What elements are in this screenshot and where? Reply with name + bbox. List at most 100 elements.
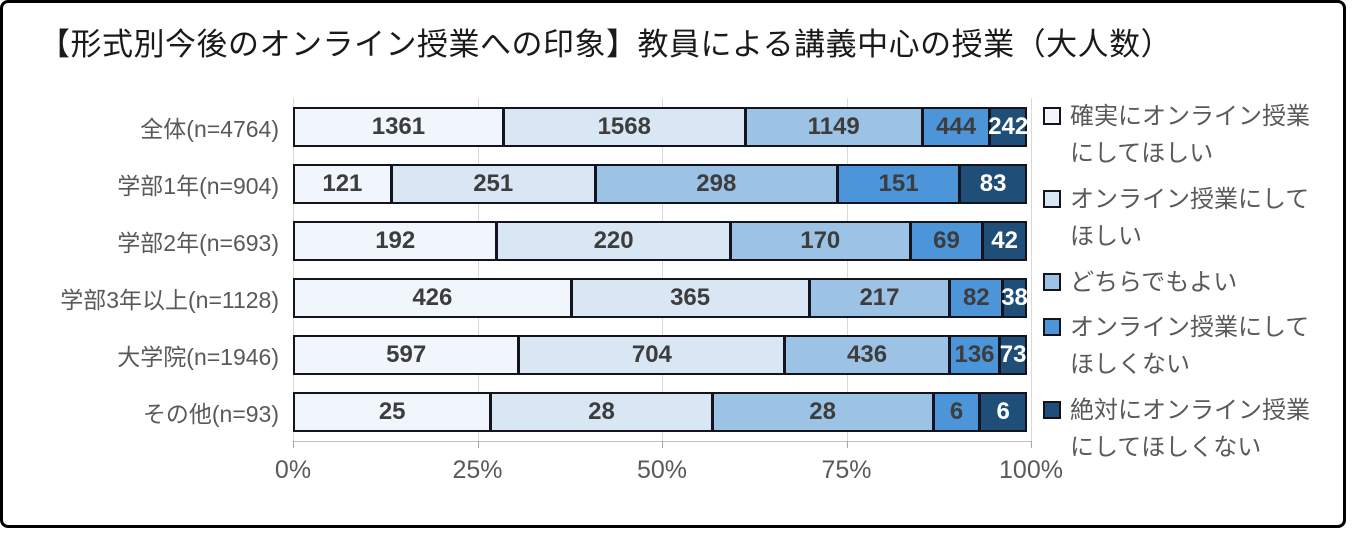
bar-segment: 365 (570, 278, 810, 319)
bar-value-label: 192 (375, 226, 416, 254)
category-label: 学部3年以上(n=1128) (60, 287, 279, 314)
bar-segment: 1149 (744, 106, 923, 147)
bar-value-label: 25 (378, 398, 406, 426)
gridline (477, 98, 479, 441)
stacked-bar: 25 28 28 6 6 (293, 392, 1031, 433)
bar-segment: 28 (711, 392, 934, 433)
bar-row: 121 251 298 151 83 (293, 155, 1031, 212)
bar-value-label: 69 (933, 226, 960, 254)
bar-value-label: 38 (1001, 284, 1028, 312)
bar-segment: 220 (496, 220, 731, 261)
legend-label: 確実にオンライン授業にしてほしい (1070, 103, 1310, 167)
legend-label: オンライン授業にしてほしくない (1070, 314, 1310, 379)
bar-value-label: 6 (949, 398, 964, 426)
bar-segment: 25 (293, 392, 492, 433)
bar-segment: 242 (988, 106, 1028, 147)
bar-segment: 704 (518, 335, 786, 376)
legend-swatch-icon (1043, 107, 1061, 125)
bar-segment: 136 (948, 335, 1001, 376)
bar-segment: 1568 (502, 106, 746, 147)
bar-segment: 436 (784, 335, 950, 376)
x-tick-label: 50% (636, 456, 688, 484)
bar-value-label: 444 (936, 112, 977, 140)
bar-segment: 426 (293, 278, 572, 319)
bar-value-label: 1568 (597, 112, 651, 140)
bar-segment: 192 (293, 220, 498, 261)
axis-tick (293, 441, 294, 448)
legend-swatch-icon (1043, 318, 1061, 337)
bar-value-label: 121 (322, 169, 363, 197)
bar-value-label: 1149 (807, 112, 860, 140)
bar-row: 426 365 217 82 38 (293, 270, 1031, 327)
bar-value-label: 298 (696, 169, 737, 197)
stacked-bar: 192 220 170 69 42 (293, 220, 1031, 261)
stacked-bar: 426 365 217 82 38 (293, 278, 1031, 319)
bar-row: 25 28 28 6 6 (293, 384, 1031, 441)
bar-value-label: 82 (962, 284, 990, 312)
bar-row: 597 704 436 136 73 (293, 327, 1031, 384)
stacked-bar: 597 704 436 136 73 (293, 335, 1031, 376)
axis-tick (477, 441, 479, 448)
x-tick-label: 25% (452, 456, 503, 484)
bar-row: 192 220 170 69 42 (293, 212, 1031, 269)
bar-value-label: 6 (996, 398, 1010, 426)
chart-title: 【形式別今後のオンライン授業への印象】教員による講義中心の授業（大人数） (39, 27, 1173, 62)
legend-swatch-icon (1043, 401, 1061, 419)
x-tick-label: 75% (821, 456, 872, 484)
bar-value-label: 704 (631, 341, 672, 369)
bar-value-label: 151 (878, 169, 919, 197)
bar-value-label: 42 (991, 226, 1018, 254)
legend-item: オンライン授業にしてほしくない (1043, 309, 1339, 383)
bar-segment: 217 (808, 278, 951, 319)
bar-segment: 28 (490, 392, 713, 433)
bar-value-label: 28 (809, 398, 836, 426)
bar-value-label: 365 (670, 284, 711, 312)
bar-value-label: 83 (979, 169, 1007, 197)
bar-segment: 251 (390, 163, 596, 204)
bar-segment: 151 (836, 163, 961, 204)
x-tick-label: 100% (999, 456, 1063, 484)
bar-value-label: 170 (800, 226, 841, 254)
legend-item: オンライン授業にしてほしい (1043, 181, 1339, 255)
bar-segment: 298 (594, 163, 838, 204)
bar-segment: 597 (293, 335, 520, 376)
bar-segment: 6 (932, 392, 981, 433)
legend-label: オンライン授業にしてほしい (1070, 185, 1310, 250)
category-label: 学部2年(n=693) (117, 229, 279, 256)
bar-value-label: 597 (386, 341, 427, 369)
axis-tick (1031, 441, 1032, 448)
legend-label: 絶対にオンライン授業にしてほしくない (1070, 397, 1310, 461)
bar-value-label: 436 (847, 341, 888, 369)
gridline (662, 98, 663, 441)
bar-segment: 170 (729, 220, 911, 261)
bar-segment: 1361 (293, 106, 504, 147)
bar-segment: 38 (1001, 278, 1028, 319)
bar-value-label: 426 (412, 284, 453, 312)
bar-segment: 69 (909, 220, 984, 261)
stacked-bar: 1361 1568 1149 444 242 (293, 106, 1031, 147)
bar-segment: 42 (982, 220, 1027, 261)
legend-item: 確実にオンライン授業にしてほしい (1043, 98, 1339, 172)
bar-segment: 121 (293, 163, 392, 204)
axis-tick (846, 441, 848, 448)
bar-segment: 82 (949, 278, 1004, 319)
axis-tick (662, 441, 663, 448)
bar-value-label: 1361 (371, 112, 426, 140)
bar-value-label: 251 (473, 169, 514, 197)
bar-value-label: 220 (593, 226, 634, 254)
x-tick-label: 0% (274, 456, 312, 484)
gridline (293, 98, 294, 441)
bar-segment: 444 (921, 106, 991, 147)
gridline (846, 98, 848, 441)
stacked-bar: 121 251 298 151 83 (293, 163, 1031, 204)
bar-value-label: 28 (588, 398, 615, 426)
legend-item: どちらでもよい (1043, 264, 1339, 301)
bar-segment: 83 (959, 163, 1027, 204)
legend: 確実にオンライン授業にしてほしい オンライン授業にしてほしいどちらでもよいオンライ… (1043, 98, 1339, 466)
category-label: 全体(n=4764) (140, 115, 279, 142)
legend-item: 絶対にオンライン授業にしてほしくない (1043, 392, 1339, 466)
legend-swatch-icon (1043, 272, 1061, 291)
legend-swatch-icon (1043, 189, 1061, 208)
category-label: 大学院(n=1946) (117, 344, 279, 371)
